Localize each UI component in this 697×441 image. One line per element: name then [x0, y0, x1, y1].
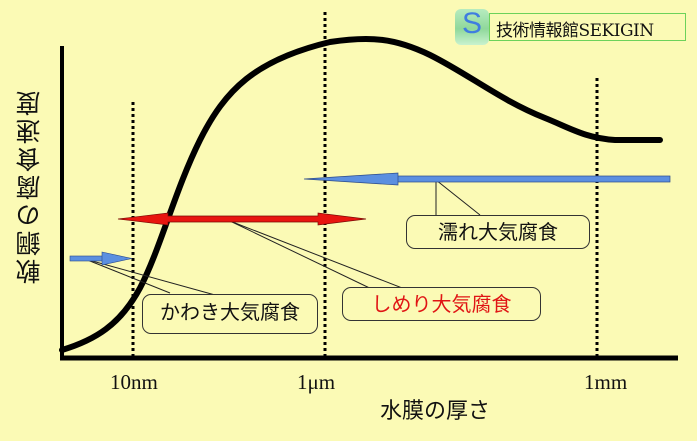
y-axis-label: 軟鋼の腐食速度 [15, 88, 44, 284]
wet-range-arrow [303, 172, 671, 186]
damp-range-arrow [117, 212, 367, 226]
dry-range-arrow [69, 251, 133, 266]
sekigin-logo: S 技術情報館SEKIGIN [455, 7, 688, 45]
callout-damp-corrosion: しめり大気腐食 [342, 287, 541, 321]
x-tick-1mm: 1mm [584, 370, 628, 394]
x-tick-10nm: 10nm [110, 370, 158, 394]
callout-leaders [84, 179, 481, 296]
logo-text: 技術情報館SEKIGIN [496, 21, 654, 41]
s-logo-icon: S [455, 7, 489, 45]
callout-wet-corrosion: 濡れ大気腐食 [406, 215, 590, 249]
x-tick-1um: 1μm [297, 370, 336, 394]
logo-text-box: 技術情報館SEKIGIN [489, 13, 686, 41]
x-axis-label: 水膜の厚さ [380, 399, 491, 424]
corrosion-rate-curve [59, 35, 663, 353]
callout-dry-corrosion: かわき大気腐食 [142, 294, 318, 334]
